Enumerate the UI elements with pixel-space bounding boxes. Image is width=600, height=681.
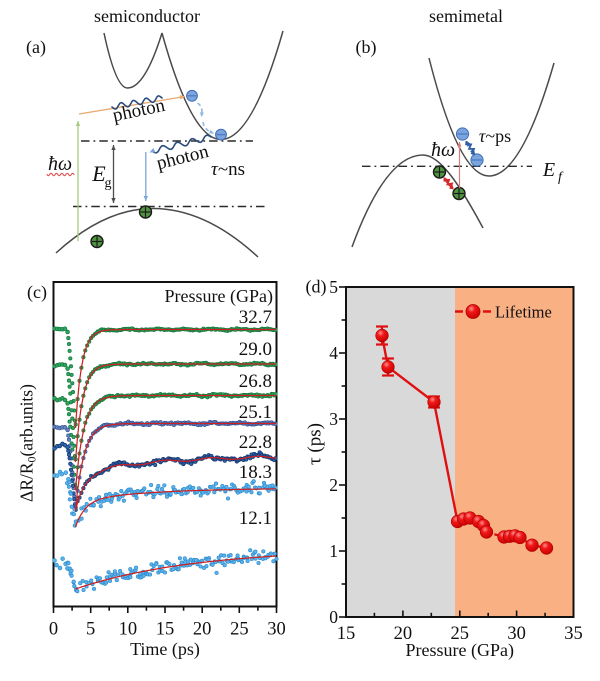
svg-text:25: 25 xyxy=(451,624,470,644)
svg-text:(c): (c) xyxy=(27,282,47,303)
svg-text:5: 5 xyxy=(86,620,95,640)
svg-text:τ~ns: τ~ns xyxy=(211,159,245,180)
svg-text:26.8: 26.8 xyxy=(239,371,272,392)
svg-text:18.3: 18.3 xyxy=(239,462,272,483)
svg-text:0: 0 xyxy=(329,607,338,627)
svg-text:3: 3 xyxy=(329,409,338,429)
svg-text:semimetal: semimetal xyxy=(429,6,503,26)
svg-text:25.1: 25.1 xyxy=(239,402,272,423)
svg-text:(d): (d) xyxy=(306,277,327,298)
svg-text:E: E xyxy=(91,161,106,186)
svg-text:0: 0 xyxy=(49,620,58,640)
svg-text:g: g xyxy=(105,176,112,191)
svg-text:Lifetime: Lifetime xyxy=(495,303,552,322)
svg-text:ħω: ħω xyxy=(48,153,72,175)
svg-text:ħω: ħω xyxy=(431,139,455,161)
svg-text:(b): (b) xyxy=(356,37,377,58)
svg-text:35: 35 xyxy=(564,624,583,644)
svg-text:30: 30 xyxy=(267,620,286,640)
svg-text:32.7: 32.7 xyxy=(239,307,272,328)
svg-text:10: 10 xyxy=(119,620,138,640)
svg-text:1: 1 xyxy=(329,541,338,561)
svg-text:ΔR/R0(arb.units): ΔR/R0(arb.units) xyxy=(17,384,39,502)
svg-text:Time (ps): Time (ps) xyxy=(130,639,200,660)
svg-text:15: 15 xyxy=(337,624,356,644)
svg-text:(a): (a) xyxy=(26,37,46,58)
svg-text:τ~ps: τ~ps xyxy=(479,126,511,146)
svg-text:5: 5 xyxy=(329,277,338,297)
svg-text:τ (ps): τ (ps) xyxy=(305,423,326,465)
svg-text:12.1: 12.1 xyxy=(239,508,272,529)
svg-text:Pressure (GPa): Pressure (GPa) xyxy=(165,286,273,307)
svg-text:29.0: 29.0 xyxy=(239,339,272,360)
svg-text:20: 20 xyxy=(394,624,413,644)
svg-text:semiconductor: semiconductor xyxy=(94,6,200,26)
svg-text:22.8: 22.8 xyxy=(239,432,272,453)
svg-text:4: 4 xyxy=(329,343,338,363)
svg-text:30: 30 xyxy=(507,624,526,644)
svg-text:25: 25 xyxy=(230,620,249,640)
svg-text:15: 15 xyxy=(156,620,175,640)
svg-text:2: 2 xyxy=(329,475,338,495)
svg-text:20: 20 xyxy=(193,620,212,640)
svg-text:E: E xyxy=(542,159,555,181)
svg-text:Pressure (GPa): Pressure (GPa) xyxy=(406,640,514,661)
svg-text:f: f xyxy=(558,170,564,185)
